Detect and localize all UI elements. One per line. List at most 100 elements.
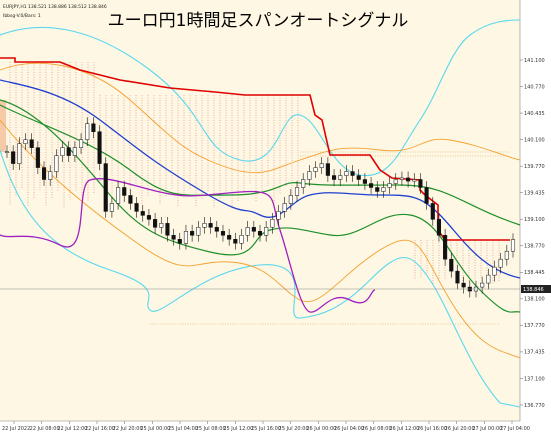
candle-up	[387, 183, 392, 188]
x-tick-label: 25 Jul 16:00	[251, 426, 281, 432]
candle-up	[17, 143, 22, 164]
candle-up	[239, 235, 244, 244]
y-tick-label: 136.770	[524, 403, 545, 409]
candle-up	[264, 227, 269, 236]
candle-down	[208, 223, 213, 228]
y-tick-label: 138.445	[524, 270, 545, 276]
candle-up	[399, 177, 404, 180]
y-tick-label: 137.100	[524, 376, 545, 382]
indicator-lines	[0, 19, 521, 408]
candle-down	[362, 179, 367, 184]
candle-down	[35, 147, 40, 168]
candle-down	[134, 203, 139, 212]
candle-up	[498, 258, 503, 268]
xaxis-background	[0, 421, 520, 435]
candle-up	[282, 203, 287, 212]
outer-upper-band	[0, 19, 521, 177]
x-tick-label: 22 Jul 12:00	[57, 426, 87, 432]
candle-down	[436, 219, 442, 236]
candle-up	[276, 211, 281, 220]
candle-down	[418, 179, 423, 188]
y-tick-label: 140.435	[524, 111, 545, 117]
candle-down	[165, 223, 170, 236]
candle-up	[48, 171, 53, 180]
y-tick-label: 139.100	[524, 217, 545, 223]
plot-background	[0, 0, 520, 421]
left-highlight-band	[0, 100, 6, 152]
x-tick-label: 22 Jul 2022	[2, 426, 30, 432]
x-tick-label: 26 Jul 08:00	[362, 426, 392, 432]
candle-down	[140, 211, 145, 216]
candle-down	[190, 231, 195, 236]
candle-up	[72, 147, 77, 156]
candle-up	[510, 239, 516, 252]
candle-down	[406, 177, 411, 182]
candle-up	[307, 171, 312, 180]
candle-down	[214, 227, 219, 232]
candle-down	[257, 231, 263, 236]
candle-up	[486, 274, 491, 284]
candle-up	[301, 179, 306, 188]
candle-down	[325, 163, 330, 176]
candle-down	[171, 235, 176, 240]
span-red	[0, 57, 510, 241]
y-tick-label: 140.770	[524, 84, 545, 90]
candle-down	[41, 167, 47, 180]
candle-up	[23, 139, 28, 144]
mid-upper-band	[0, 62, 521, 174]
candle-up	[313, 167, 318, 172]
y-tick-label: 140.100	[524, 137, 545, 143]
axis-background	[520, 0, 551, 435]
candle-up	[393, 179, 398, 184]
candle-down	[29, 139, 34, 148]
candle-down	[11, 151, 16, 164]
candle-down	[153, 219, 158, 228]
x-tick-label: 27 Jul 00:00	[472, 426, 502, 432]
candle-down	[66, 147, 71, 156]
candle-up	[85, 123, 90, 140]
candle-up	[338, 175, 343, 180]
x-tick-label: 26 Jul 04:00	[334, 426, 364, 432]
x-tick-label: 22 Jul 08:00	[30, 426, 60, 432]
x-tick-label: 22 Jul 16:00	[85, 426, 115, 432]
x-tick-label: 25 Jul 08:00	[196, 426, 226, 432]
candle-down	[251, 227, 256, 232]
candle-down	[103, 163, 108, 212]
candle-down	[220, 231, 226, 236]
candle-down	[449, 258, 454, 272]
candle-up	[54, 155, 59, 172]
span-line-purple	[0, 178, 376, 313]
candle-up	[4, 151, 10, 153]
y-tick-label: 137.770	[524, 323, 545, 329]
candle-up	[159, 223, 164, 228]
candle-down	[91, 123, 96, 132]
y-tick-label: 138.770	[524, 244, 545, 250]
y-tick-label: 137.435	[524, 350, 545, 356]
x-tick-label: 26 Jul 00:00	[306, 426, 336, 432]
candle-up	[245, 227, 250, 236]
candle-up	[109, 203, 114, 212]
candles	[4, 117, 516, 298]
candle-down	[375, 187, 380, 192]
candle-up	[319, 163, 324, 168]
candle-down	[369, 183, 374, 188]
candle-up	[196, 227, 201, 236]
x-tick-label: 25 Jul 12:00	[223, 426, 253, 432]
guide-lines	[150, 151, 510, 325]
candle-up	[381, 187, 386, 192]
candle-up	[183, 231, 189, 244]
candle-up	[116, 187, 121, 204]
candle-up	[270, 219, 275, 228]
x-tick-label: 26 Jul 16:00	[417, 426, 447, 432]
candle-up	[412, 179, 417, 182]
candle-down	[233, 239, 238, 244]
candle-down	[356, 175, 361, 180]
y-tick-label: 138.100	[524, 297, 545, 303]
x-tick-label: 22 Jul 20:00	[113, 426, 143, 432]
candle-up	[60, 147, 65, 156]
candle-up	[504, 250, 509, 260]
mid-lower-band	[0, 119, 521, 359]
y-tick-label: 139.435	[524, 190, 545, 196]
